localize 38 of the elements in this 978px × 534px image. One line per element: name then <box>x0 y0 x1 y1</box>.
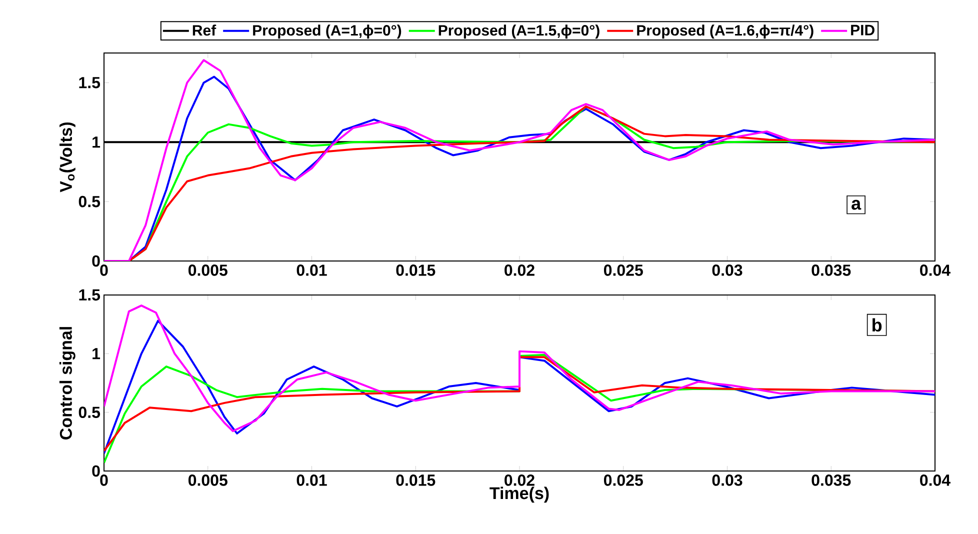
y-tick-label: 1.5 <box>79 77 100 88</box>
y-axis-title: Control signal <box>59 327 76 440</box>
x-tick-label: 0.03 <box>712 264 742 276</box>
y-axis-title: V$_{o}$(Volts) <box>60 122 76 192</box>
legend-label: Proposed (A=1.5,ϕ=0°) <box>438 24 600 39</box>
annotation: a <box>852 200 862 210</box>
x-tick-label: 0.02 <box>504 474 534 486</box>
y-tick-label: 0.5 <box>78 196 100 208</box>
x-tick-label: 0.005 <box>188 264 228 276</box>
legend-label: Proposed (A=1.6,ϕ=π/4°) <box>637 24 814 39</box>
y-tick-label: 1.5 <box>79 289 100 301</box>
x-tick-label: 0 <box>100 264 108 276</box>
y-tick-label: 0 <box>92 465 100 477</box>
y-tick-label: 1 <box>92 348 100 360</box>
y-tick-label: 1 <box>92 136 100 148</box>
line-series <box>104 320 935 454</box>
legend-label: PID <box>851 24 874 36</box>
legend-label: Proposed (A=1,ϕ=0°) <box>253 24 402 39</box>
x-tick-label: 0.005 <box>188 474 228 486</box>
y-tick-label: 0.5 <box>78 406 100 418</box>
x-tick-label: 0.03 <box>712 474 742 486</box>
x-tick-label: 0.025 <box>604 264 643 276</box>
line-series <box>104 304 935 432</box>
x-tick-label: 0.01 <box>296 474 327 486</box>
x-tick-label: 0.035 <box>812 474 851 486</box>
annotation: b <box>872 318 882 332</box>
legend-label: Ref <box>192 24 216 36</box>
x-tick-label: 0.04 <box>920 474 950 486</box>
x-tick-label: 0.025 <box>604 474 643 486</box>
x-axis-title: Time(s) <box>490 486 549 503</box>
x-tick-label: 0 <box>100 474 108 486</box>
y-tick-label: 0 <box>92 255 100 267</box>
x-tick-label: 0.015 <box>396 474 436 486</box>
x-tick-label: 0.04 <box>920 264 950 276</box>
x-tick-label: 0.035 <box>812 264 851 276</box>
x-tick-label: 0.015 <box>396 264 436 276</box>
x-tick-label: 0.01 <box>296 264 327 276</box>
x-tick-label: 0.02 <box>504 264 534 276</box>
